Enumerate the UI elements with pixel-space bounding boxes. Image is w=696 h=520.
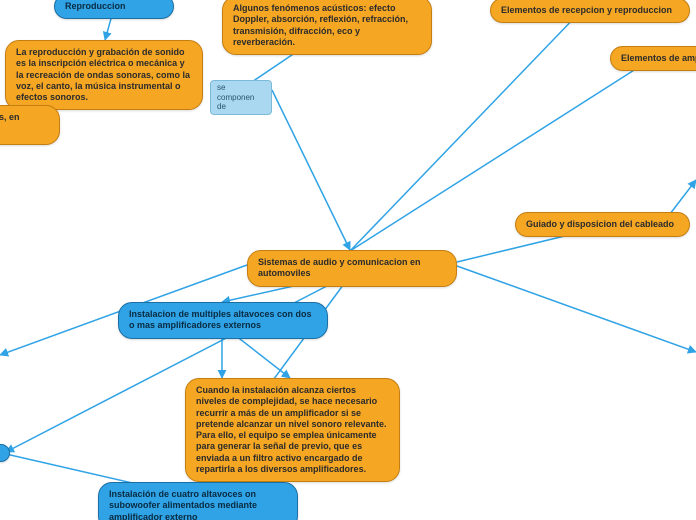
node-n_recepcion: Elementos de recepcion y reproduccion: [490, 0, 690, 23]
node-n_repro_def: La reproducción y grabación de sonido es…: [5, 40, 203, 110]
diagram-canvas: Reproduccion La reproducción y grabación …: [0, 0, 696, 520]
node-n_inst_multi: Instalacion de multiples altavoces con d…: [118, 302, 328, 339]
node-n_central: Sistemas de audio y comunicacion en auto…: [247, 250, 457, 287]
edge-7: [457, 266, 696, 352]
node-tag_componen: se componen de: [210, 80, 272, 115]
node-n_left_bottom_partial: [0, 444, 10, 462]
node-n_fenomenos: Algunos fenómenos acústicos: efecto Dopp…: [222, 0, 432, 55]
node-n_inst_desc: Cuando la instalación alcanza ciertos ni…: [185, 378, 400, 482]
node-n_cableado: Guiado y disposicion del cableado: [515, 212, 690, 237]
node-n_top_blue_small: Reproduccion: [54, 0, 174, 19]
node-n_inst_sub: Instalación de cuatro altavoces on subow…: [98, 482, 298, 520]
node-n_amplif: Elementos de amplif: [610, 46, 696, 71]
node-n_left_partial: o es les, en: [0, 105, 60, 145]
edge-2: [272, 90, 350, 250]
